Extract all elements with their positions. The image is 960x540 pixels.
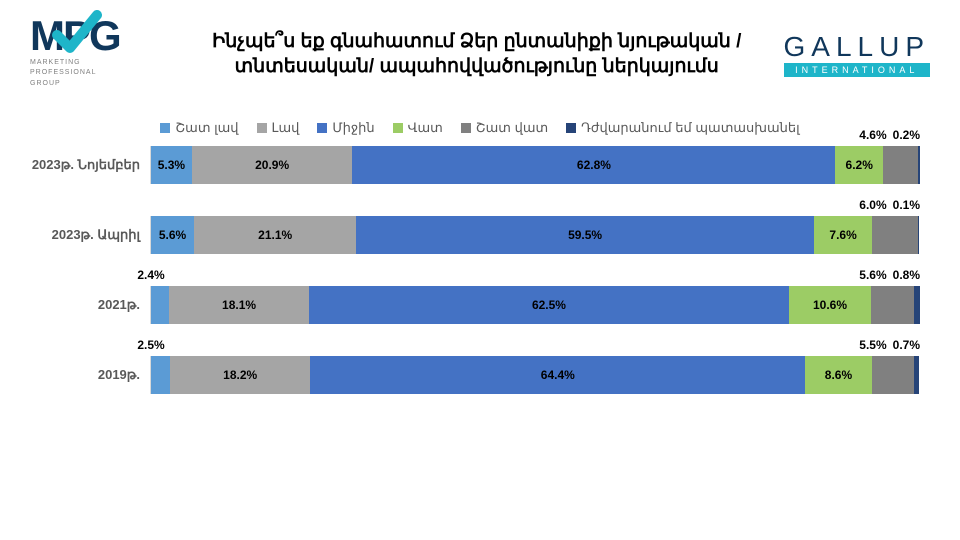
bar: 5.3%20.9%62.8%6.2% — [151, 146, 920, 184]
segment — [871, 286, 914, 324]
legend-label: Լավ — [272, 120, 300, 136]
row-label: 2019թ. — [20, 367, 150, 383]
gallup-sub: INTERNATIONAL — [784, 63, 931, 77]
gallup-logo: GALLUP INTERNATIONAL — [784, 33, 931, 77]
segment: 5.3% — [151, 146, 192, 184]
segment-label-above: 4.6% — [853, 128, 886, 142]
segment-label-above: 2.5% — [137, 338, 164, 352]
segment — [918, 216, 919, 254]
legend-item: Շատ լավ — [160, 120, 238, 136]
segment — [914, 356, 919, 394]
above-labels-right: 6.0%0.1% — [853, 198, 920, 212]
legend-item: Շատ վատ — [461, 120, 548, 136]
chart-title: Ինչպե՞ս եք գնահատում Ձեր ընտանիքի նյութա… — [190, 30, 764, 79]
bar: 5.6%21.1%59.5%7.6% — [151, 216, 920, 254]
legend-swatch — [566, 123, 576, 133]
legend-swatch — [257, 123, 267, 133]
segment-label-above: 0.8% — [887, 268, 920, 282]
segment — [151, 286, 169, 324]
segment — [914, 286, 920, 324]
legend-swatch — [317, 123, 327, 133]
mpg-sub1: MARKETING — [30, 59, 170, 67]
segment-label-above: 0.2% — [887, 128, 920, 142]
bar-wrap: 6.0%0.1%5.6%21.1%59.5%7.6% — [150, 216, 920, 254]
legend-item: Լավ — [257, 120, 300, 136]
mpg-sub2: PROFESSIONAL — [30, 69, 170, 77]
segment — [872, 216, 918, 254]
segment: 62.5% — [309, 286, 790, 324]
bar-wrap: 2.4%5.6%0.8%18.1%62.5%10.6% — [150, 286, 920, 324]
legend-label: Դժվարանում եմ պատասխանել — [581, 120, 800, 136]
legend-swatch — [461, 123, 471, 133]
segment — [883, 146, 918, 184]
segment-label-above: 0.1% — [887, 198, 920, 212]
legend-label: Շատ վատ — [476, 120, 548, 136]
segment-label-above: 0.7% — [887, 338, 920, 352]
legend-label: Վատ — [408, 120, 443, 136]
segment — [872, 356, 914, 394]
segment-label-above: 6.0% — [853, 198, 886, 212]
segment: 5.6% — [151, 216, 194, 254]
legend-swatch — [160, 123, 170, 133]
legend-label: Միջին — [332, 120, 374, 136]
row-label: 2023թ. Նոյեմբեր — [20, 157, 150, 173]
segment: 21.1% — [194, 216, 356, 254]
bar: 18.2%64.4%8.6% — [151, 356, 920, 394]
segment: 7.6% — [814, 216, 872, 254]
legend-swatch — [393, 123, 403, 133]
segment-label-above: 5.6% — [853, 268, 886, 282]
mpg-logo: MPG MARKETING PROFESSIONAL GROUP — [30, 15, 170, 95]
above-labels-right: 4.6%0.2% — [853, 128, 920, 142]
legend-item: Դժվարանում եմ պատասխանել — [566, 120, 800, 136]
segment: 6.2% — [835, 146, 883, 184]
segment-label-above: 5.5% — [853, 338, 886, 352]
segment: 8.6% — [805, 356, 871, 394]
segment — [151, 356, 170, 394]
segment: 59.5% — [356, 216, 814, 254]
segment — [918, 146, 920, 184]
bar-wrap: 4.6%0.2%5.3%20.9%62.8%6.2% — [150, 146, 920, 184]
chart-row: 2023թ. Նոյեմբեր4.6%0.2%5.3%20.9%62.8%6.2… — [20, 146, 920, 184]
row-label: 2023թ. Ապրիլ — [20, 227, 150, 243]
chart-row: 2021թ.2.4%5.6%0.8%18.1%62.5%10.6% — [20, 286, 920, 324]
chart-row: 2023թ. Ապրիլ6.0%0.1%5.6%21.1%59.5%7.6% — [20, 216, 920, 254]
segment: 18.1% — [169, 286, 308, 324]
chart-row: 2019թ.2.5%5.5%0.7%18.2%64.4%8.6% — [20, 356, 920, 394]
row-label: 2021թ. — [20, 297, 150, 313]
segment: 10.6% — [789, 286, 871, 324]
bar-wrap: 2.5%5.5%0.7%18.2%64.4%8.6% — [150, 356, 920, 394]
segment: 20.9% — [192, 146, 353, 184]
above-labels-right: 5.5%0.7% — [853, 338, 920, 352]
above-labels-right: 5.6%0.8% — [853, 268, 920, 282]
legend: Շատ լավ Լավ Միջին Վատ Շատ վատ Դժվարանում եմ պ… — [0, 120, 960, 136]
bar: 18.1%62.5%10.6% — [151, 286, 920, 324]
segment: 62.8% — [352, 146, 835, 184]
legend-item: Միջին — [317, 120, 374, 136]
segment: 64.4% — [310, 356, 805, 394]
segment: 18.2% — [170, 356, 310, 394]
mpg-sub3: GROUP — [30, 80, 170, 88]
gallup-name: GALLUP — [784, 33, 931, 61]
header: MPG MARKETING PROFESSIONAL GROUP Ինչպե՞ս… — [0, 0, 960, 105]
check-icon — [52, 10, 102, 60]
chart: 2023թ. Նոյեմբեր4.6%0.2%5.3%20.9%62.8%6.2… — [0, 146, 960, 394]
segment-label-above: 2.4% — [137, 268, 164, 282]
legend-label: Շատ լավ — [175, 120, 238, 136]
legend-item: Վատ — [393, 120, 443, 136]
